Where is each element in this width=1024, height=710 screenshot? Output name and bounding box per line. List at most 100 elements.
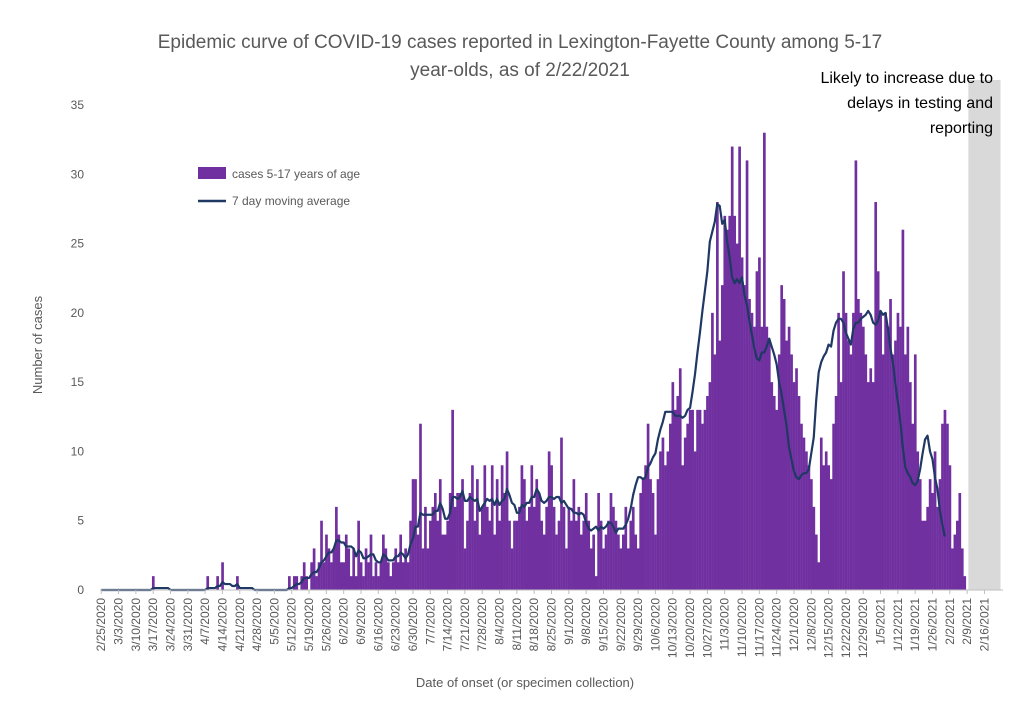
bar: [476, 479, 479, 590]
y-tick-label: 15: [71, 375, 85, 389]
bar: [904, 354, 907, 590]
bar: [770, 382, 774, 590]
bar: [429, 520, 432, 590]
x-tick-label: 9/22/2020: [614, 598, 628, 652]
bar: [614, 520, 618, 590]
bar: [367, 562, 370, 590]
bar: [963, 576, 967, 590]
bar: [330, 562, 333, 590]
bar: [646, 423, 650, 590]
x-tick-label: 10/20/2020: [683, 598, 697, 658]
bar: [817, 562, 821, 590]
annotation-line-2: delays in testing and: [847, 95, 993, 112]
bar: [790, 354, 793, 590]
bar: [394, 548, 398, 590]
bar: [505, 451, 509, 590]
x-tick-label: 3/24/2020: [164, 598, 178, 652]
bar: [369, 534, 373, 590]
bar: [696, 409, 699, 590]
bar: [292, 576, 296, 590]
bar: [693, 451, 697, 590]
bar: [362, 576, 365, 590]
bar: [678, 368, 682, 590]
bar: [631, 506, 635, 590]
x-tick-label: 7/7/2020: [423, 598, 437, 645]
bar: [592, 534, 595, 590]
bar: [206, 576, 210, 590]
bar: [634, 534, 638, 590]
bar: [879, 312, 882, 590]
x-tick-label: 11/17/2020: [752, 598, 766, 657]
legend-swatch-cases: [198, 167, 226, 179]
bar: [703, 409, 707, 590]
y-tick-label: 30: [71, 167, 85, 181]
bar: [716, 202, 719, 590]
bar: [312, 548, 316, 590]
bar: [552, 506, 556, 590]
bar: [396, 562, 400, 590]
x-tick-label: 12/22/2020: [839, 598, 853, 658]
x-tick-label: 6/30/2020: [406, 598, 420, 652]
bar: [372, 576, 375, 590]
bar: [485, 506, 489, 590]
bar: [391, 562, 395, 590]
bar: [458, 493, 462, 590]
bar: [305, 576, 309, 590]
bar: [718, 340, 722, 590]
bar: [686, 423, 690, 590]
bar: [936, 506, 939, 590]
bar: [513, 520, 516, 590]
bar: [641, 479, 645, 590]
bar: [374, 562, 378, 590]
bar: [404, 548, 407, 590]
bar: [609, 493, 613, 590]
bar: [948, 465, 952, 590]
x-tick-label: 12/8/2020: [804, 598, 818, 652]
bar: [713, 354, 717, 590]
bar: [698, 409, 702, 590]
bar: [859, 312, 863, 590]
bar: [765, 326, 769, 590]
bar: [669, 423, 672, 590]
bar: [800, 423, 803, 590]
bar: [216, 576, 219, 590]
bar: [436, 520, 440, 590]
bar: [547, 451, 551, 590]
bar: [691, 409, 694, 590]
bar: [884, 312, 887, 590]
x-tick-label: 8/4/2020: [493, 598, 507, 645]
bar: [431, 506, 435, 590]
bar: [733, 215, 737, 590]
bar: [931, 493, 934, 590]
x-tick-label: 12/29/2020: [856, 598, 870, 658]
bar: [832, 423, 835, 590]
bar: [849, 354, 853, 590]
bar: [483, 465, 487, 590]
bar: [782, 299, 786, 590]
bar: [735, 243, 739, 591]
y-tick-label: 10: [71, 444, 85, 458]
bar: [570, 520, 573, 590]
x-tick-label: 8/11/2020: [510, 598, 524, 651]
bar: [406, 562, 410, 590]
bar: [847, 340, 850, 590]
bar: [414, 479, 417, 590]
bar: [659, 451, 662, 590]
bar: [750, 312, 754, 590]
bar: [382, 534, 385, 590]
bar: [792, 382, 796, 590]
bar: [730, 146, 734, 591]
bar: [612, 506, 615, 590]
bar: [926, 506, 929, 590]
bar: [837, 312, 840, 590]
bar: [728, 215, 732, 590]
bar: [594, 576, 598, 590]
bar: [310, 562, 313, 590]
bar: [565, 548, 568, 590]
bar: [337, 534, 341, 590]
y-tick-label: 0: [77, 583, 84, 597]
bar: [810, 479, 813, 590]
bar: [824, 451, 828, 590]
bar: [913, 354, 917, 590]
